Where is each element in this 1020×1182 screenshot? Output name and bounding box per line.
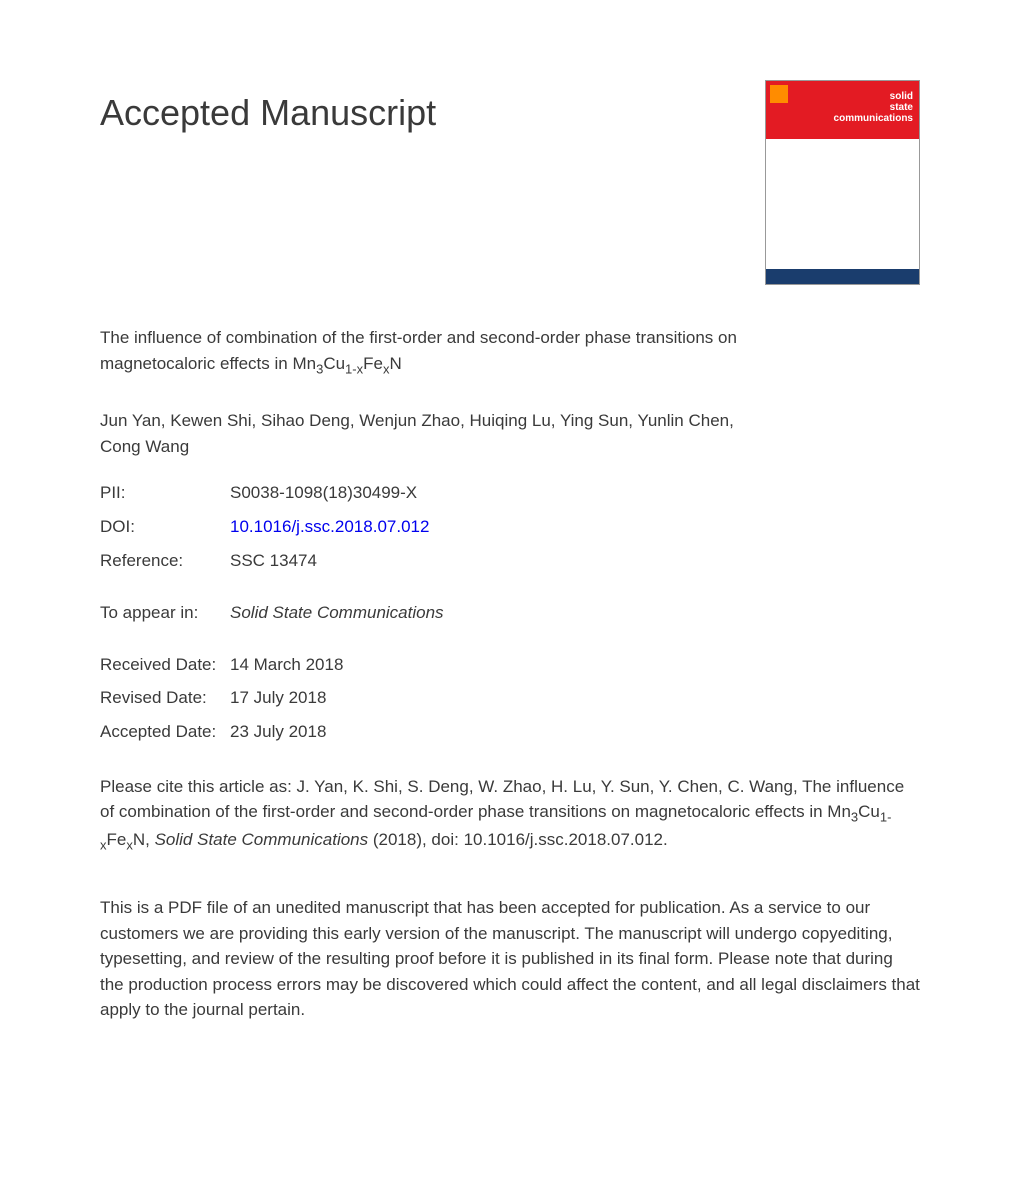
cover-title-line3: communications [834,113,913,124]
citation-text: (2018), doi: 10.1016/j.ssc.2018.07.012. [368,830,668,849]
journal-cover: solid state communications [765,80,920,285]
reference-label: Reference: [100,549,230,573]
citation-text: Please cite this article as: J. Yan, K. … [100,777,904,822]
article-title: The influence of combination of the firs… [100,325,770,378]
doi-label: DOI: [100,515,230,539]
citation-text: N, [133,830,155,849]
disclaimer-text: This is a PDF file of an unedited manusc… [100,895,920,1023]
citation-block: Please cite this article as: J. Yan, K. … [100,774,920,855]
accepted-label: Accepted Date: [100,720,230,744]
title-subscript: 1-x [345,361,363,376]
citation-text: Cu [858,802,880,821]
received-label: Received Date: [100,653,230,677]
title-text: The influence of combination of the firs… [100,328,737,373]
cover-journal-title: solid state communications [834,91,913,124]
citation-text: Fe [107,830,127,849]
citation-journal: Solid State Communications [155,830,369,849]
appear-label: To appear in: [100,601,230,625]
meta-row-appear: To appear in: Solid State Communications [100,601,920,625]
revised-label: Revised Date: [100,686,230,710]
cover-title-line1: solid [890,91,913,102]
publisher-logo-icon [770,85,788,103]
cover-bottom-band [766,269,919,284]
cover-top-band: solid state communications [766,81,919,139]
spacer [100,635,920,653]
article-title-block: The influence of combination of the firs… [100,325,770,378]
meta-row-accepted: Accepted Date: 23 July 2018 [100,720,920,744]
metadata-table: PII: S0038-1098(18)30499-X DOI: 10.1016/… [100,481,920,744]
meta-row-doi: DOI: 10.1016/j.ssc.2018.07.012 [100,515,920,539]
cover-title-line2: state [890,102,913,113]
cover-body [766,139,919,269]
meta-row-reference: Reference: SSC 13474 [100,549,920,573]
authors-list: Jun Yan, Kewen Shi, Sihao Deng, Wenjun Z… [100,408,770,459]
title-text: Fe [363,354,383,373]
spacer [100,583,920,601]
header-row: Accepted Manuscript solid state communic… [100,80,920,285]
title-text: N [389,354,401,373]
meta-row-pii: PII: S0038-1098(18)30499-X [100,481,920,505]
page-title: Accepted Manuscript [100,80,436,138]
meta-row-received: Received Date: 14 March 2018 [100,653,920,677]
pii-label: PII: [100,481,230,505]
appear-value: Solid State Communications [230,601,920,625]
doi-link[interactable]: 10.1016/j.ssc.2018.07.012 [230,515,920,539]
pii-value: S0038-1098(18)30499-X [230,481,920,505]
received-value: 14 March 2018 [230,653,920,677]
accepted-value: 23 July 2018 [230,720,920,744]
meta-row-revised: Revised Date: 17 July 2018 [100,686,920,710]
title-text: Cu [323,354,345,373]
revised-value: 17 July 2018 [230,686,920,710]
reference-value: SSC 13474 [230,549,920,573]
